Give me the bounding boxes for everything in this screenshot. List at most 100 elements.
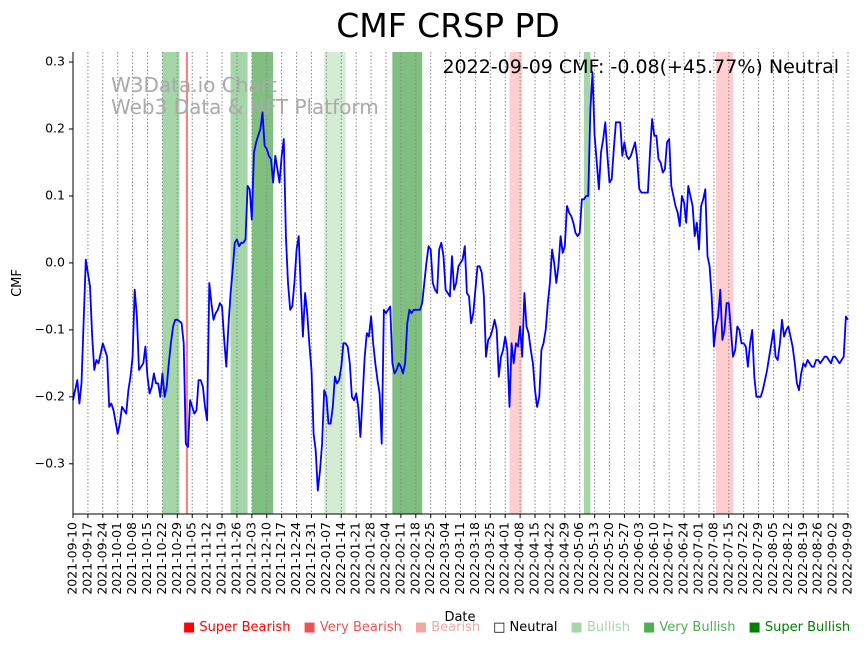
x-tick-label: 2021-12-03 bbox=[243, 522, 258, 595]
x-tick-label: 2022-07-29 bbox=[750, 522, 765, 595]
x-tick-label: 2022-04-08 bbox=[512, 522, 527, 595]
legend-item: ■ Very Bullish bbox=[643, 620, 735, 635]
x-tick-label: 2022-03-18 bbox=[467, 522, 482, 595]
band-light-bullish bbox=[324, 52, 346, 514]
x-ticks: 2021-09-10 2021-09-17 2021-09-24 2021-10-01… bbox=[65, 514, 855, 595]
legend-item: ■ Super Bearish bbox=[183, 620, 291, 635]
band-bullish bbox=[583, 52, 591, 514]
x-tick-label: 2021-12-31 bbox=[303, 522, 318, 595]
y-tick-label: 0.2 bbox=[45, 121, 65, 136]
x-tick-label: 2022-06-24 bbox=[676, 522, 691, 595]
y-ticks: −0.3 −0.2 −0.1 0.0 0.1 0.2 0.3 bbox=[35, 54, 73, 470]
legend-label: Very Bearish bbox=[319, 620, 402, 635]
x-tick-label: 2021-12-17 bbox=[273, 522, 288, 595]
band-super-bearish bbox=[185, 52, 188, 514]
y-tick-label: −0.1 bbox=[35, 321, 65, 336]
x-tick-label: 2021-09-10 bbox=[65, 522, 80, 595]
x-tick-label: 2022-06-17 bbox=[661, 522, 676, 595]
legend: ■ Super Bearish ■ Very Bearish ■ Bearish □ … bbox=[183, 620, 863, 635]
x-tick-label: 2021-10-29 bbox=[169, 522, 184, 595]
chart-title: CMF CRSP PD bbox=[336, 6, 560, 45]
x-tick-label: 2022-01-28 bbox=[363, 522, 378, 595]
y-tick-label: 0.3 bbox=[45, 54, 65, 69]
x-tick-label: 2022-04-22 bbox=[541, 522, 556, 595]
x-tick-label: 2022-07-15 bbox=[720, 522, 735, 595]
signal-bands bbox=[162, 52, 734, 514]
x-tick-label: 2022-05-20 bbox=[601, 522, 616, 595]
legend-label: Bearish bbox=[431, 620, 481, 635]
band-very-bullish bbox=[392, 52, 423, 514]
legend-marker: ■ bbox=[748, 620, 765, 635]
x-tick-label: 2022-06-10 bbox=[646, 522, 661, 595]
band-bearish bbox=[509, 52, 523, 514]
x-tick-label: 2022-04-29 bbox=[556, 522, 571, 595]
x-tick-label: 2021-11-19 bbox=[214, 522, 229, 595]
x-tick-label: 2022-02-25 bbox=[422, 522, 437, 595]
vertical-gridlines bbox=[72, 52, 849, 514]
x-tick-label: 2022-02-04 bbox=[377, 522, 392, 595]
x-tick-label: 2022-04-01 bbox=[497, 522, 512, 595]
watermark-line-1: W3Data.io Chart bbox=[111, 73, 277, 97]
x-tick-label: 2022-05-27 bbox=[616, 522, 631, 595]
band-bullish bbox=[230, 52, 248, 514]
x-tick-label: 2022-09-09 bbox=[840, 522, 855, 595]
legend-item: ■ Very Bearish bbox=[304, 620, 402, 635]
legend-marker: ■ bbox=[414, 620, 432, 635]
x-tick-label: 2021-09-24 bbox=[94, 522, 109, 595]
legend-marker: ■ bbox=[303, 620, 320, 635]
x-tick-label: 2022-08-19 bbox=[795, 522, 810, 595]
x-tick-label: 2022-07-08 bbox=[705, 522, 720, 595]
x-tick-label: 2021-10-08 bbox=[124, 522, 139, 595]
x-axis-label: Date bbox=[444, 610, 475, 625]
x-tick-label: 2022-03-25 bbox=[482, 522, 497, 595]
x-tick-label: 2022-04-15 bbox=[527, 522, 542, 595]
x-tick-label: 2022-01-14 bbox=[333, 522, 348, 595]
watermark-line-2: Web3 Data & NFT Platform bbox=[111, 95, 379, 119]
x-tick-label: 2022-01-07 bbox=[318, 522, 333, 595]
x-tick-label: 2022-03-04 bbox=[437, 522, 452, 595]
x-tick-label: 2021-11-26 bbox=[228, 522, 243, 595]
band-bearish bbox=[715, 52, 734, 514]
x-tick-label: 2021-09-17 bbox=[79, 522, 94, 595]
y-tick-label: 0.1 bbox=[45, 187, 65, 202]
x-tick-label: 2021-10-22 bbox=[154, 522, 169, 595]
x-tick-label: 2022-08-05 bbox=[765, 522, 780, 595]
x-tick-label: 2022-08-12 bbox=[780, 522, 795, 595]
x-tick-label: 2022-07-01 bbox=[690, 522, 705, 595]
x-tick-label: 2022-05-06 bbox=[571, 522, 586, 595]
x-tick-label: 2022-07-22 bbox=[735, 522, 750, 595]
x-tick-label: 2021-11-12 bbox=[199, 522, 214, 595]
x-tick-label: 2022-03-11 bbox=[452, 522, 467, 595]
legend-marker: ■ bbox=[570, 620, 587, 635]
legend-marker: ■ bbox=[642, 620, 660, 635]
latest-annotation: 2022-09-09 CMF: -0.08(+45.77%) Neutral bbox=[442, 56, 839, 78]
x-tick-label: 2022-09-02 bbox=[825, 522, 840, 595]
legend-item: ■ Bearish bbox=[415, 620, 480, 635]
y-tick-label: −0.2 bbox=[35, 388, 65, 403]
legend-item: ■ Bullish bbox=[571, 620, 630, 635]
x-tick-label: 2022-01-21 bbox=[348, 522, 363, 595]
band-very-bullish bbox=[251, 52, 274, 514]
band-bullish bbox=[162, 52, 180, 514]
cmf-series bbox=[72, 71, 849, 492]
x-tick-label: 2021-10-01 bbox=[109, 522, 124, 595]
y-tick-label: 0.0 bbox=[45, 254, 65, 269]
x-tick-label: 2022-08-26 bbox=[810, 522, 825, 595]
y-axis-label: CMF bbox=[10, 269, 25, 297]
x-tick-label: 2021-10-15 bbox=[139, 522, 154, 595]
x-tick-label: 2022-05-13 bbox=[586, 522, 601, 595]
legend-label: Bullish bbox=[586, 620, 630, 635]
legend-marker: ■ bbox=[183, 620, 200, 635]
x-tick-label: 2022-06-03 bbox=[631, 522, 646, 595]
legend-label: Very Bullish bbox=[659, 620, 736, 635]
x-tick-label: 2022-02-11 bbox=[392, 522, 407, 595]
legend-label: Neutral bbox=[509, 620, 558, 635]
y-tick-label: −0.3 bbox=[35, 455, 65, 470]
legend-item: ■ Super Bullish bbox=[748, 620, 850, 635]
series-line-cmf bbox=[72, 71, 849, 492]
legend-marker: □ bbox=[493, 620, 510, 635]
x-tick-label: 2021-12-10 bbox=[258, 522, 273, 595]
x-tick-label: 2021-11-05 bbox=[184, 522, 199, 595]
x-tick-label: 2022-02-18 bbox=[407, 522, 422, 595]
